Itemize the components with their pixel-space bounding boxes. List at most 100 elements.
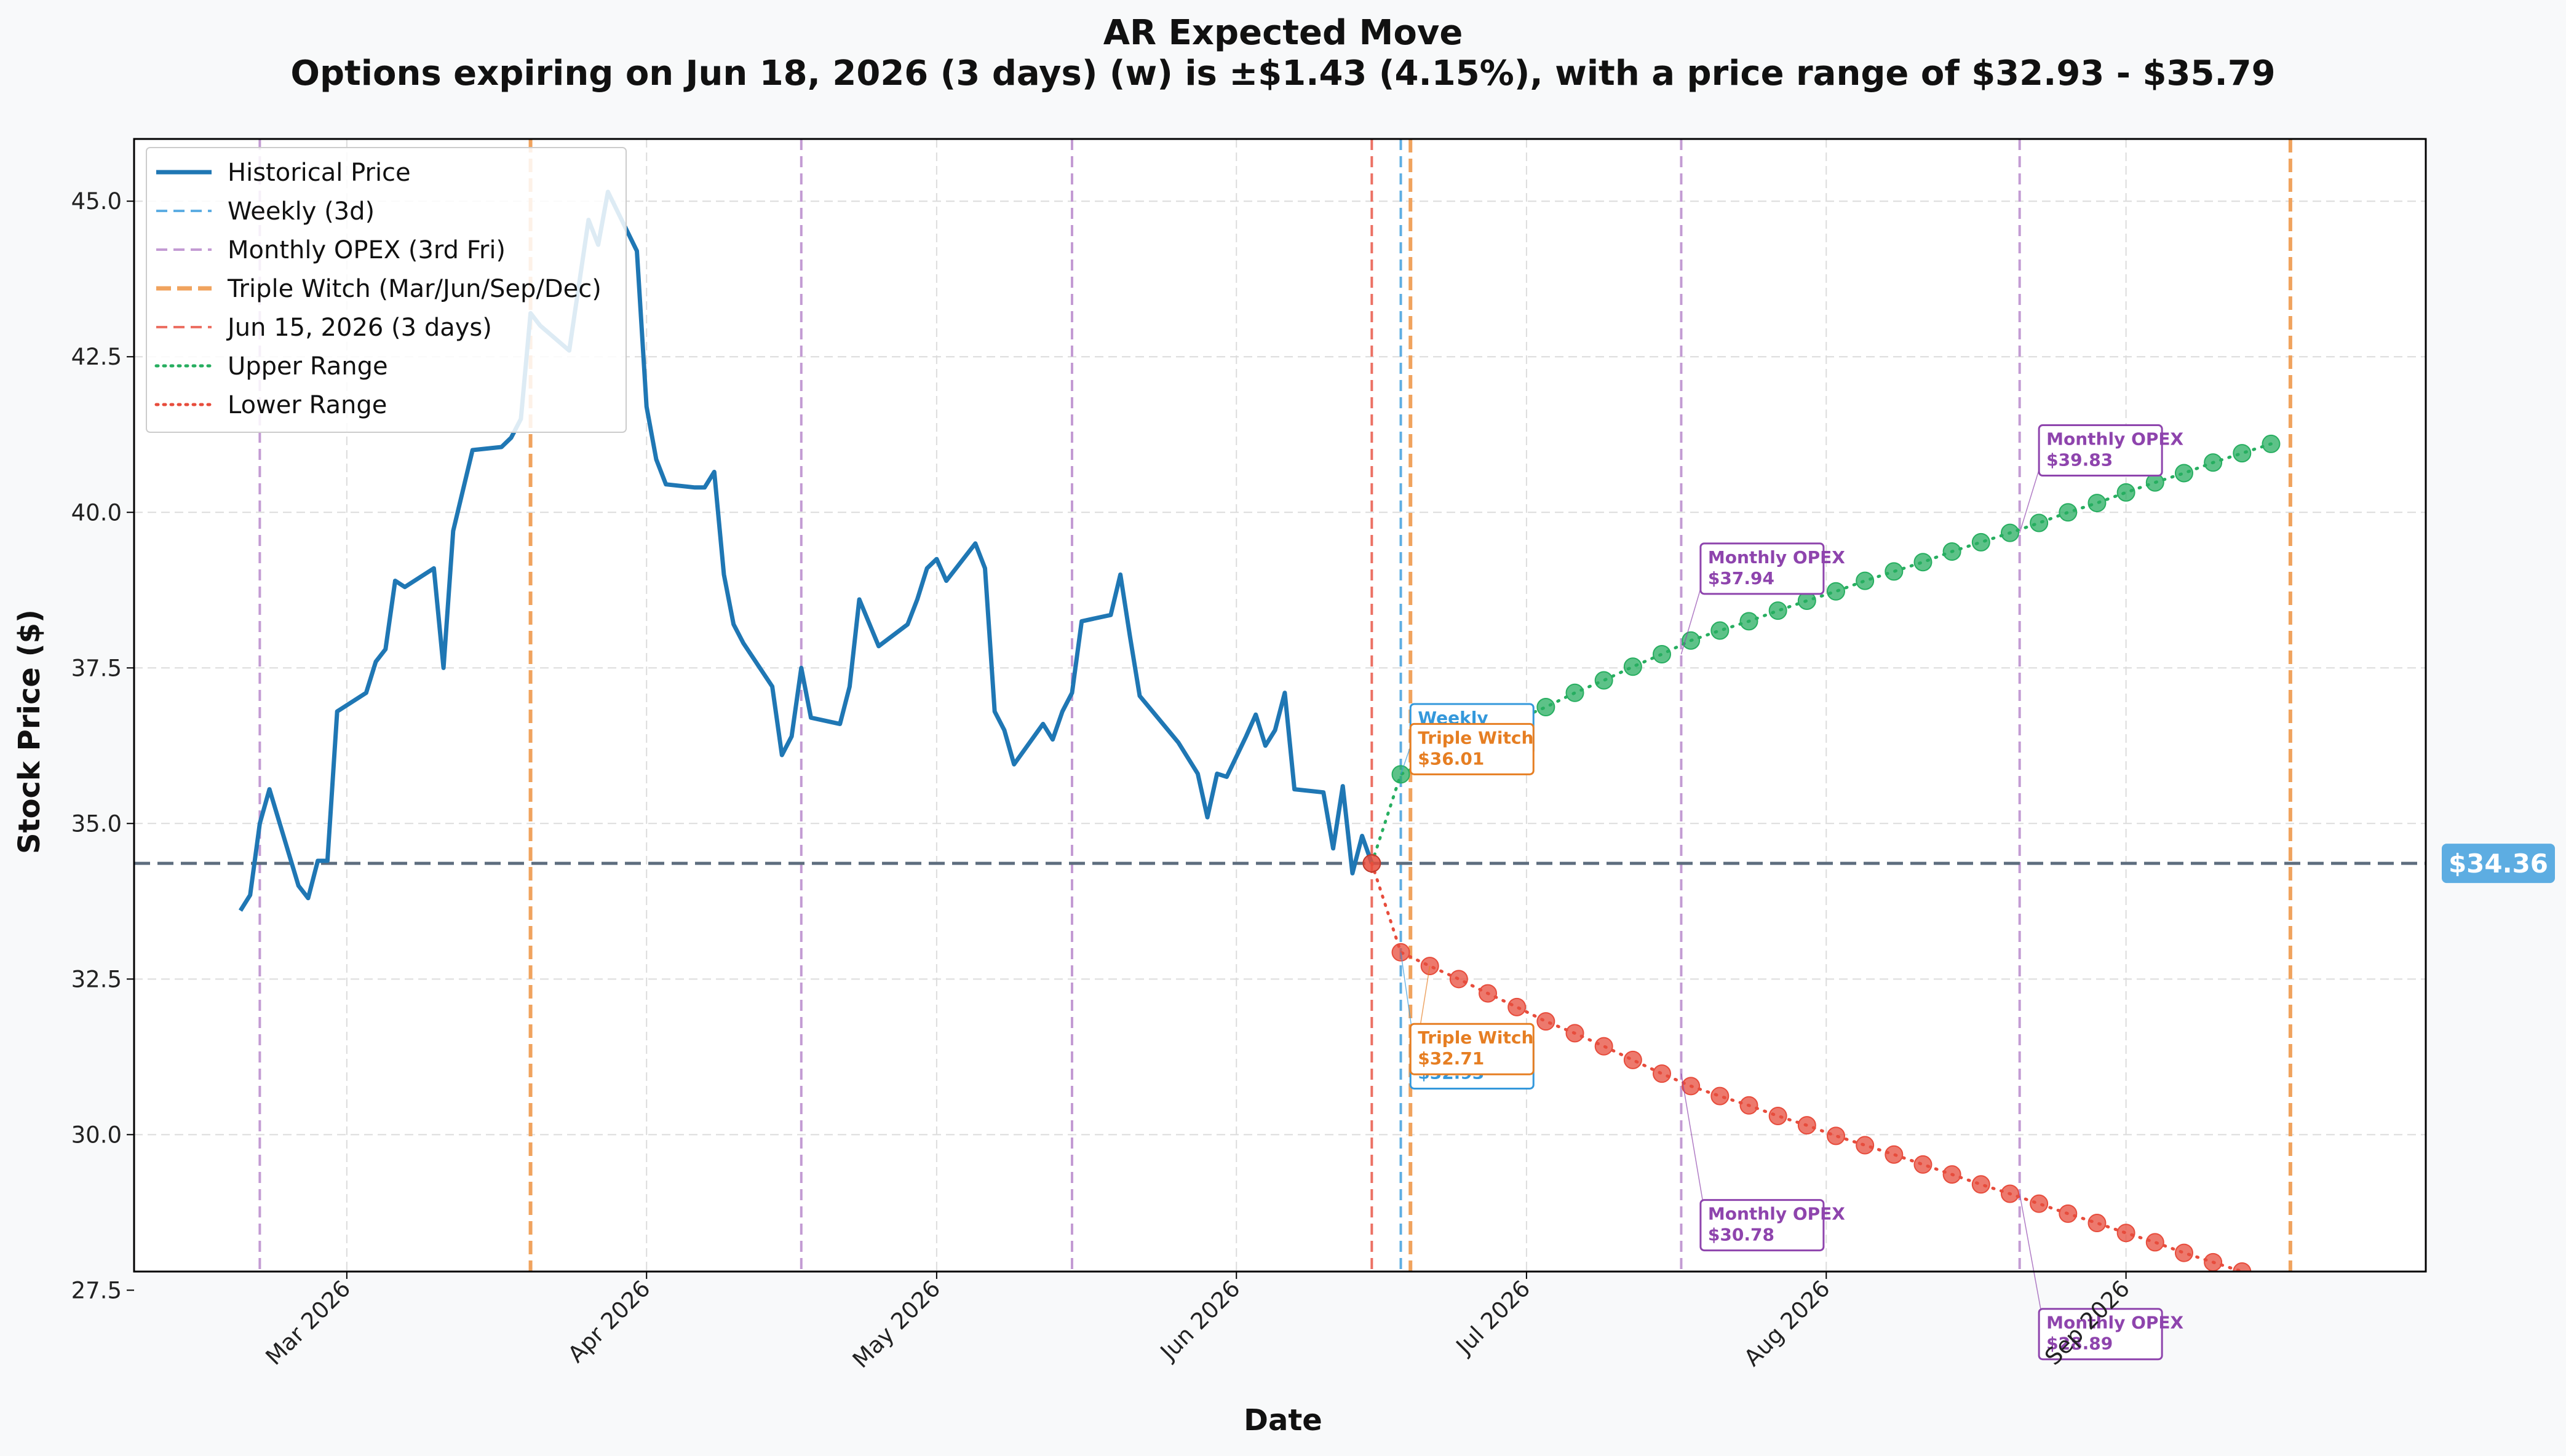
- legend-label: Lower Range: [228, 391, 387, 419]
- point-lower-range: [2059, 1204, 2078, 1223]
- series-line-upper-range: [1370, 442, 2273, 865]
- point-upper-range: [2087, 494, 2107, 513]
- point-upper-range: [1565, 683, 1584, 702]
- point-upper-range: [1623, 657, 1642, 676]
- point-lower-range: [1739, 1096, 1758, 1115]
- legend-label: Triple Witch (Mar/Jun/Sep/Dec): [227, 275, 602, 303]
- point-upper-range: [1594, 671, 1613, 690]
- point-lower-range: [2030, 1194, 2049, 1213]
- point-upper-range: [1768, 601, 1787, 620]
- point-lower-range: [1797, 1116, 1816, 1135]
- point-upper-range: [1971, 532, 1990, 552]
- point-lower-range: [1594, 1037, 1613, 1056]
- y-tick-label: 45.0: [71, 188, 122, 215]
- point-lower-range: [1565, 1024, 1584, 1043]
- annotation-text: Monthly OPEX: [2046, 1313, 2183, 1333]
- point-lower-range: [1682, 1077, 1701, 1096]
- annotation-box: [1699, 1199, 1825, 1252]
- axes-frame: [133, 138, 2427, 1273]
- point-lower-range: [1623, 1050, 1642, 1069]
- annotation-text: Monthly OPEX: [1708, 1204, 1845, 1224]
- x-tick-label: Mar 2026: [261, 1275, 356, 1371]
- annotation-text: Monthly OPEX: [2046, 429, 2183, 449]
- point-lower-range: [1479, 984, 1498, 1003]
- series-line-lower-range: [1370, 861, 2247, 1272]
- point-upper-range: [2262, 434, 2281, 453]
- point-lower-range: [1971, 1175, 1990, 1194]
- point-upper-range: [1710, 621, 1730, 640]
- legend-label: Weekly (3d): [228, 197, 375, 226]
- x-tick-label: Jun 2026: [1154, 1275, 1245, 1366]
- y-tick-label: 40.0: [71, 499, 122, 526]
- x-tick-label: Apr 2026: [563, 1275, 656, 1368]
- point-lower-range: [1856, 1136, 1875, 1155]
- x-tick-label: Aug 2026: [1739, 1275, 1835, 1371]
- point-lower-range: [2000, 1184, 2019, 1203]
- point-lower-range: [1507, 997, 1527, 1016]
- y-tick-label: 32.5: [71, 966, 122, 992]
- y-tick-label: 35.0: [71, 810, 122, 837]
- point-lower-range: [1710, 1086, 1730, 1106]
- point-lower-range: [1942, 1165, 1961, 1184]
- annotation-box: [2038, 424, 2163, 477]
- point-upper-range: [1885, 562, 1904, 581]
- annotation-text: Triple Witch: [1418, 1027, 1533, 1048]
- point-upper-range: [1913, 553, 1932, 572]
- point-upper-range: [2174, 464, 2193, 483]
- point-lower-range: [2174, 1243, 2193, 1262]
- annotation-text: $36.01: [1418, 748, 1484, 769]
- legend-label: Historical Price: [228, 159, 411, 187]
- current-price-badge-text: $34.36: [2449, 849, 2548, 879]
- chart-subtitle: Options expiring on Jun 18, 2026 (3 days…: [290, 53, 2275, 93]
- annotation-box: [2038, 1308, 2163, 1361]
- point-upper-range: [1653, 645, 1671, 664]
- point-lower-range: [2145, 1233, 2164, 1252]
- point-upper-range: [1739, 612, 1758, 631]
- point-lower-range: [1536, 1012, 1555, 1031]
- annotation-box: [1699, 542, 1825, 595]
- point-lower-range: [1885, 1145, 1904, 1164]
- point-upper-range: [2030, 513, 2049, 532]
- point-upper-range: [2116, 483, 2135, 502]
- y-tick-label: 30.0: [71, 1122, 122, 1148]
- point-lower-range: [2116, 1224, 2135, 1243]
- x-tick-label: Jul 2026: [1450, 1275, 1535, 1360]
- annotation-text: $39.83: [2046, 450, 2113, 470]
- point-lower-range: [2204, 1252, 2223, 1272]
- y-axis-label: Stock Price ($): [12, 609, 47, 854]
- x-axis-label: Date: [1244, 1403, 1322, 1438]
- annotation-text: $30.78: [1708, 1225, 1774, 1245]
- point-upper-range: [2059, 503, 2078, 522]
- point-lower-range: [1913, 1155, 1932, 1174]
- y-tick-label: 27.5: [71, 1277, 122, 1304]
- annotation-box: [1409, 722, 1535, 775]
- point-lower-range: [2233, 1262, 2252, 1272]
- annotation-box: [1409, 1023, 1535, 1075]
- legend-box: [146, 147, 627, 433]
- y-tick-label: 42.5: [71, 344, 122, 370]
- legend-label: Jun 15, 2026 (3 days): [226, 314, 492, 342]
- point-lower-range: [1826, 1126, 1845, 1145]
- current-price-marker: [1362, 854, 1381, 873]
- point-upper-range: [1942, 542, 1961, 561]
- chart-title: AR Expected Move: [1103, 13, 1463, 53]
- point-lower-range: [1449, 970, 1468, 989]
- point-upper-range: [1826, 582, 1845, 601]
- annotation-text: Monthly OPEX: [1708, 547, 1845, 568]
- current-price-badge: [2442, 844, 2555, 884]
- point-upper-range: [1536, 698, 1555, 717]
- point-upper-range: [2000, 523, 2019, 542]
- point-upper-range: [1856, 571, 1875, 590]
- point-lower-range: [1653, 1064, 1671, 1083]
- legend-label: Upper Range: [228, 352, 388, 381]
- point-upper-range: [2233, 444, 2252, 463]
- annotation-text: $28.89: [2046, 1334, 2113, 1354]
- point-lower-range: [1768, 1106, 1787, 1125]
- annotation-text: $32.71: [1418, 1048, 1484, 1069]
- y-tick-label: 37.5: [71, 655, 122, 681]
- legend-label: Monthly OPEX (3rd Fri): [228, 236, 506, 264]
- x-tick-label: May 2026: [848, 1275, 945, 1373]
- point-upper-range: [2204, 453, 2223, 472]
